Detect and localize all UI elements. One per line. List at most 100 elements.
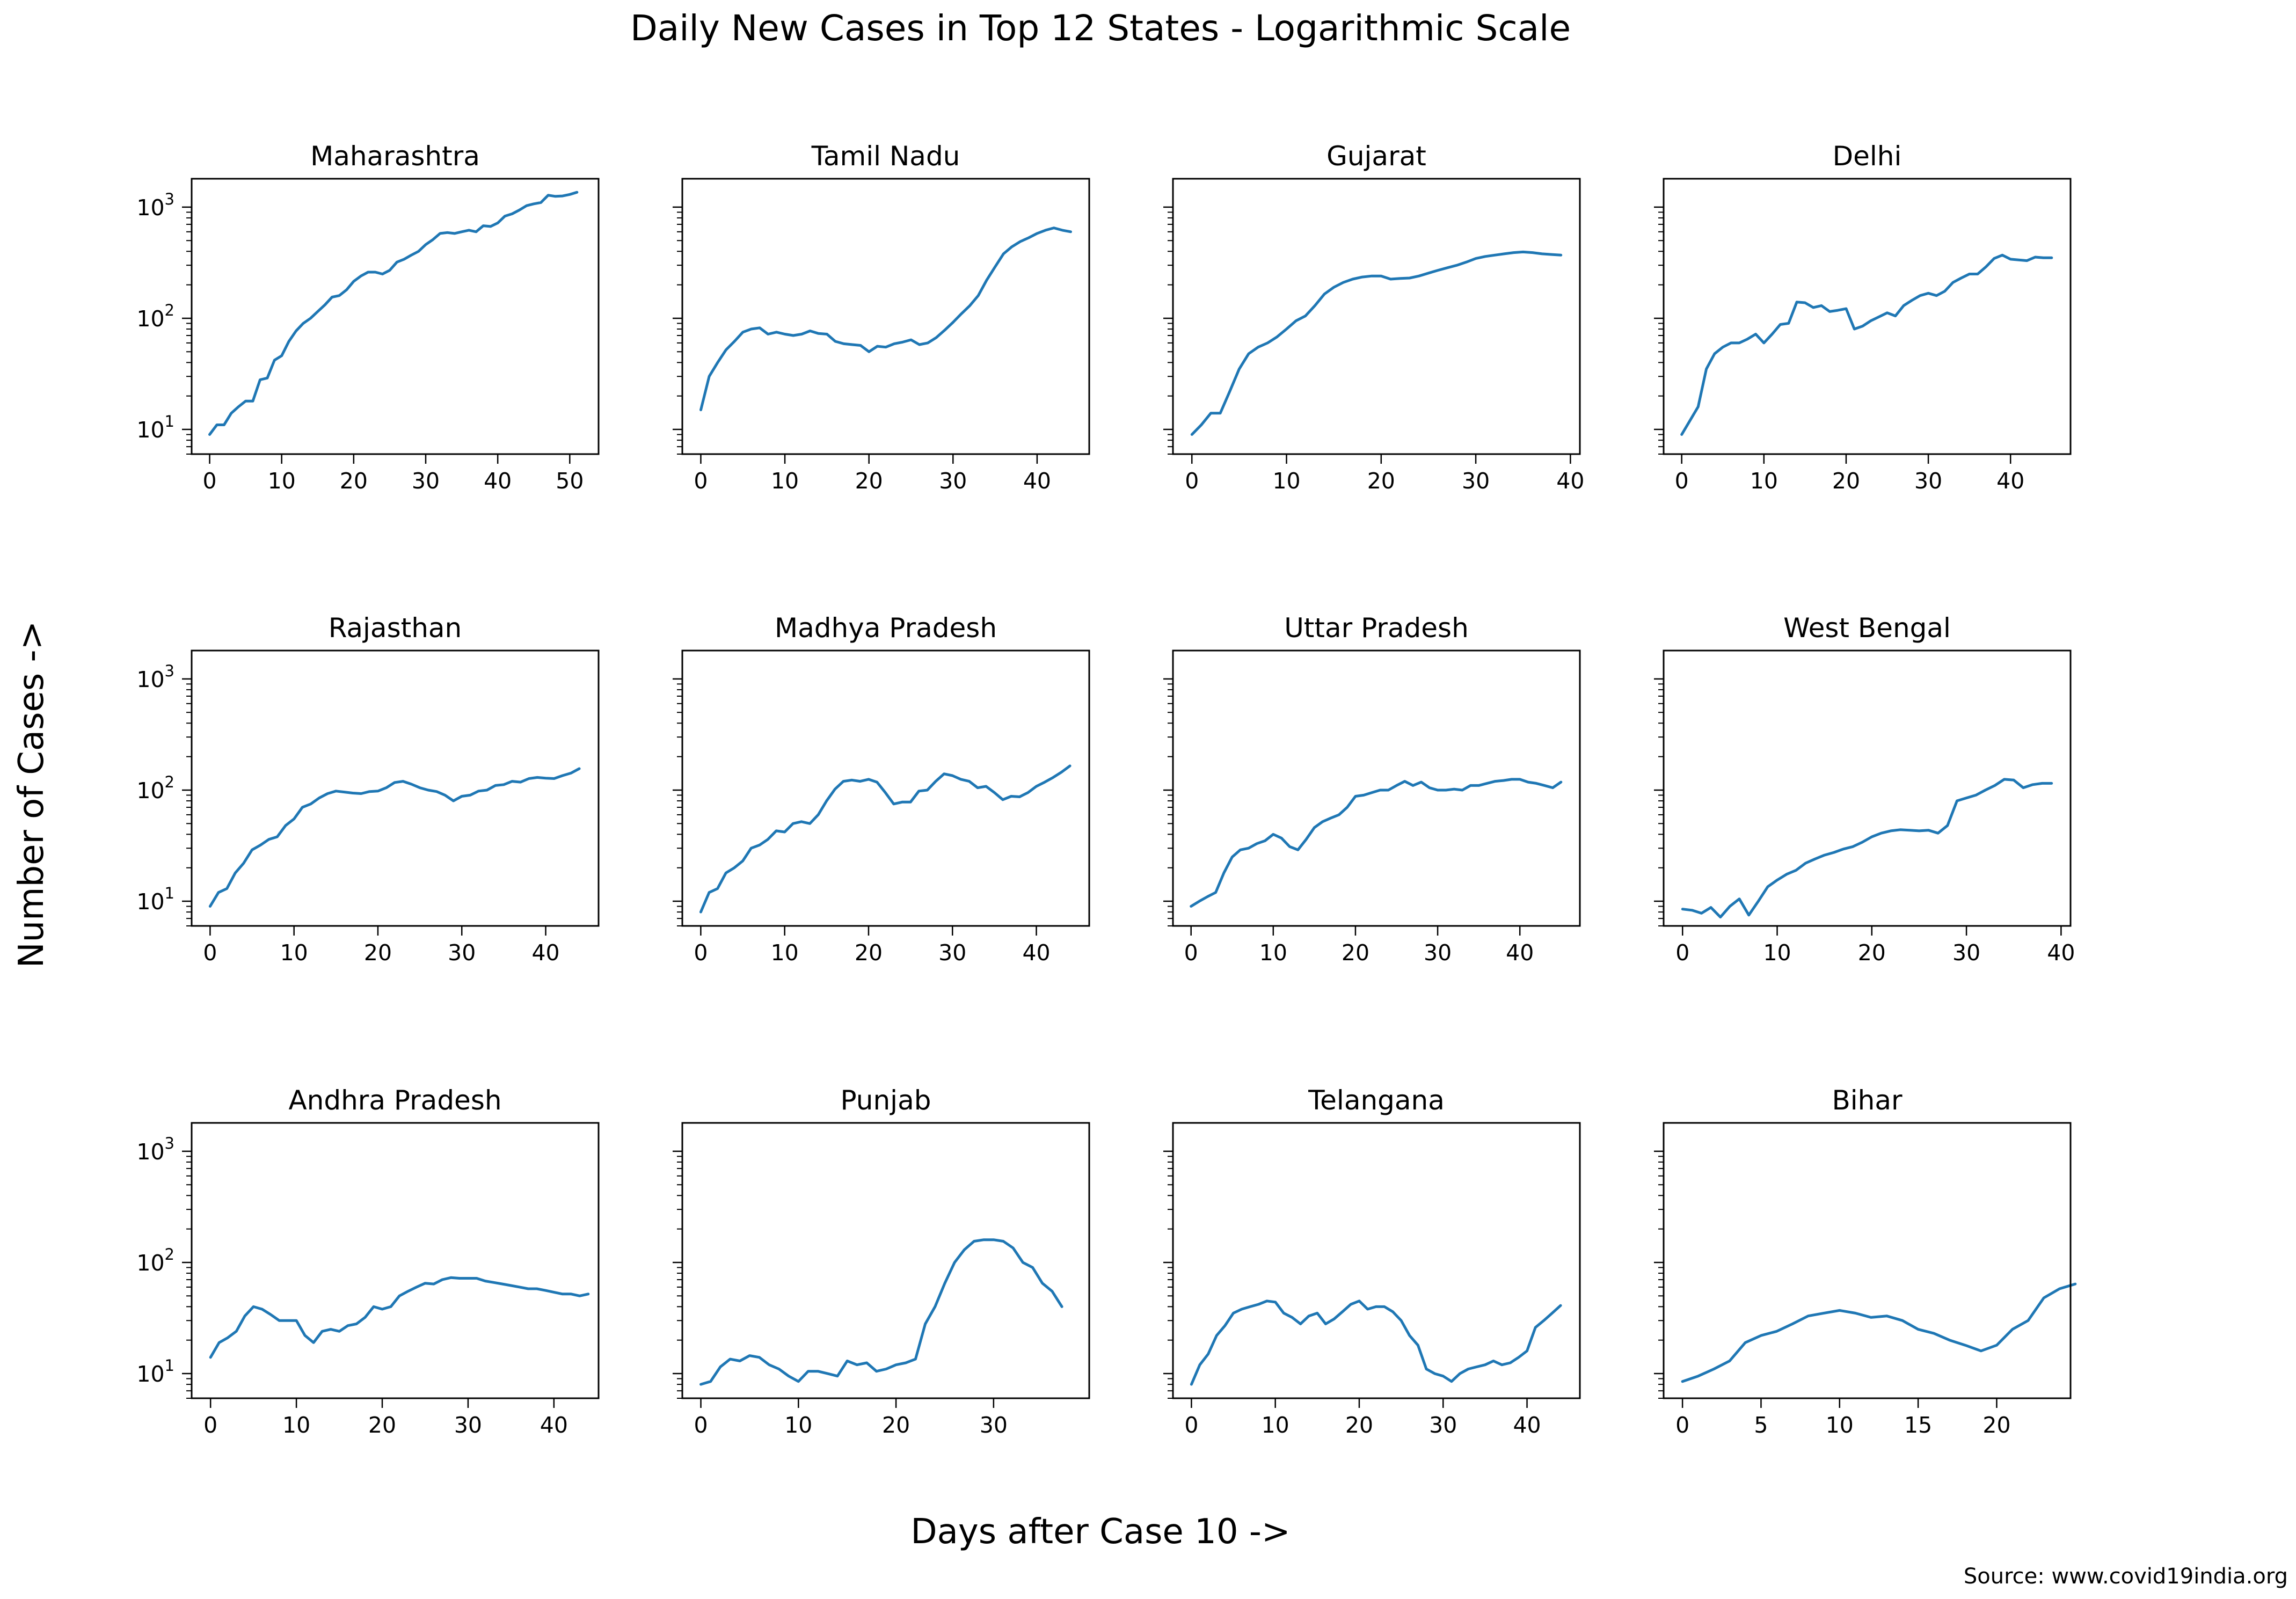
series-line <box>699 764 1072 914</box>
subplot: 0 10 20 30 40 Madhya Pradesh <box>673 612 1090 966</box>
figure-y-label: Number of Cases -> <box>12 621 52 968</box>
subplot-title: Punjab <box>841 1085 931 1116</box>
x-tick-label: 20 <box>1832 468 1860 494</box>
figure-x-label: Days after Case 10 -> <box>910 1512 1290 1552</box>
x-tick-label: 0 <box>1675 468 1689 494</box>
subplot-title: Madhya Pradesh <box>775 612 997 644</box>
x-tick-label: 0 <box>202 468 216 494</box>
y-tick-label: 102 <box>136 1245 174 1276</box>
plot-area <box>1663 178 2072 455</box>
plot-area <box>191 178 600 455</box>
series-line <box>208 191 579 436</box>
series-line <box>1681 1282 2077 1383</box>
x-tick-label: 0 <box>203 940 217 966</box>
plot-area <box>1172 649 1581 927</box>
x-tick-label: 10 <box>280 940 308 966</box>
series-line <box>1190 778 1563 908</box>
x-tick-label: 10 <box>1259 940 1287 966</box>
y-tick-label: 103 <box>136 1134 174 1165</box>
x-tick-label: 20 <box>855 468 883 494</box>
x-tick-label: 30 <box>939 468 967 494</box>
subplot-title: Delhi <box>1833 141 1902 172</box>
series-line <box>1681 778 2053 919</box>
x-tick-label: 0 <box>1675 1412 1689 1438</box>
x-tick-label: 0 <box>694 940 708 966</box>
x-tick-label: 15 <box>1904 1412 1932 1438</box>
x-tick-label: 10 <box>771 940 799 966</box>
y-tick-label: 101 <box>136 1356 174 1387</box>
subplot-title: West Bengal <box>1783 612 1951 644</box>
subplot: 0 5 10 15 20 Bihar <box>1654 1085 2077 1438</box>
x-tick-label: 30 <box>448 940 476 966</box>
x-tick-label: 10 <box>1826 1412 1854 1438</box>
x-tick-label: 20 <box>855 940 883 966</box>
y-tick-label: 101 <box>136 412 174 443</box>
plot-area <box>681 649 1090 927</box>
subplot: 101 102 103 0 10 20 30 40 Rajasthan <box>136 612 600 966</box>
subplot-title: Andhra Pradesh <box>288 1085 501 1116</box>
x-tick-label: 50 <box>556 468 584 494</box>
series-line <box>209 1276 590 1359</box>
x-tick-label: 20 <box>882 1412 910 1438</box>
series-line <box>1680 253 2053 436</box>
x-tick-label: 10 <box>771 468 799 494</box>
x-tick-label: 20 <box>368 1412 396 1438</box>
subplot: 0 10 20 30 40 Telangana <box>1163 1085 1581 1438</box>
plot-area <box>1663 649 2072 927</box>
series-line <box>699 1238 1063 1386</box>
x-tick-label: 40 <box>1023 468 1051 494</box>
x-tick-label: 0 <box>694 1412 708 1438</box>
x-tick-label: 30 <box>1914 468 1942 494</box>
y-tick-label: 102 <box>136 301 174 332</box>
x-tick-label: 0 <box>1185 468 1199 494</box>
x-tick-label: 30 <box>454 1412 482 1438</box>
x-tick-label: 20 <box>1345 1412 1373 1438</box>
x-tick-label: 40 <box>484 468 512 494</box>
x-tick-label: 10 <box>784 1412 812 1438</box>
x-tick-label: 0 <box>203 1412 217 1438</box>
x-tick-label: 40 <box>540 1412 568 1438</box>
x-tick-label: 5 <box>1754 1412 1768 1438</box>
series-line <box>1190 1299 1562 1386</box>
x-tick-label: 0 <box>1675 940 1689 966</box>
x-tick-label: 40 <box>531 940 559 966</box>
subplot: 101 102 103 0 10 20 30 40 Andhra Pradesh <box>136 1085 600 1438</box>
x-tick-label: 10 <box>282 1412 310 1438</box>
plot-area <box>681 1122 1090 1399</box>
x-tick-label: 20 <box>1982 1412 2010 1438</box>
y-tick-label: 103 <box>136 662 174 692</box>
plot-area <box>681 178 1090 455</box>
x-tick-label: 20 <box>1342 940 1369 966</box>
y-tick-label: 103 <box>136 190 174 221</box>
x-tick-label: 30 <box>1429 1412 1457 1438</box>
x-tick-label: 30 <box>1952 940 1980 966</box>
x-tick-label: 10 <box>268 468 296 494</box>
x-tick-label: 40 <box>1513 1412 1541 1438</box>
subplot: 0 10 20 30 40 Gujarat <box>1163 141 1584 494</box>
y-tick-label: 102 <box>136 773 174 804</box>
figure-title: Daily New Cases in Top 12 States - Logar… <box>630 8 1571 49</box>
subplot: 0 10 20 30 40 West Bengal <box>1654 612 2075 966</box>
x-tick-label: 0 <box>694 468 708 494</box>
series-line <box>699 227 1072 412</box>
x-tick-label: 20 <box>1858 940 1886 966</box>
x-tick-label: 30 <box>1462 468 1490 494</box>
x-tick-label: 40 <box>2047 940 2075 966</box>
plot-area <box>191 1122 600 1399</box>
x-tick-label: 40 <box>1996 468 2024 494</box>
x-tick-label: 0 <box>1184 1412 1198 1438</box>
x-tick-label: 20 <box>340 468 368 494</box>
x-tick-label: 10 <box>1262 1412 1289 1438</box>
subplot-title: Gujarat <box>1326 141 1426 172</box>
x-tick-label: 20 <box>1367 468 1395 494</box>
series-line <box>208 767 581 908</box>
plot-area <box>191 649 600 927</box>
subplot: 101 102 103 0 10 20 30 40 50 Maharashtra <box>136 141 600 494</box>
subplot: 0 10 20 30 40 Delhi <box>1654 141 2072 494</box>
subplot: 0 10 20 30 40 Uttar Pradesh <box>1163 612 1581 966</box>
x-tick-label: 10 <box>1763 940 1791 966</box>
subplot-title: Bihar <box>1832 1085 1903 1116</box>
x-tick-label: 10 <box>1750 468 1778 494</box>
